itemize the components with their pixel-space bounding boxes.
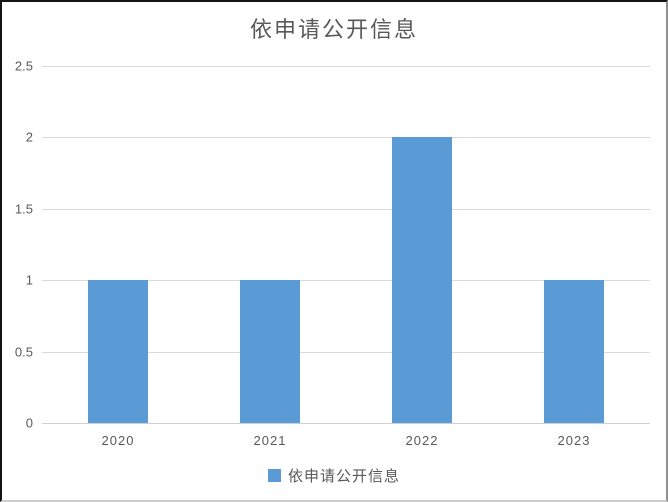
bar-2023	[544, 280, 604, 423]
legend-label: 依申请公开信息	[287, 468, 400, 485]
gridline	[42, 208, 650, 210]
gridline	[42, 280, 650, 282]
x-axis-label-2023: 2023	[557, 433, 591, 448]
x-axis-label-2020: 2020	[101, 433, 135, 448]
gridline	[42, 66, 650, 67]
legend-swatch-icon	[267, 469, 281, 482]
x-axis-label-2022: 2022	[405, 433, 439, 448]
y-axis-tick-label: 1.5	[14, 201, 33, 217]
legend: 依申请公开信息	[2, 465, 666, 486]
y-axis-tick-label: 2.5	[14, 58, 33, 74]
bar-2021	[240, 280, 300, 423]
y-axis-tick-label: 2	[25, 129, 33, 145]
bar-2022	[392, 137, 452, 423]
x-axis-line	[42, 423, 650, 424]
y-axis-tick-label: 0.5	[14, 344, 33, 360]
plot-area: 0 0.5 1 1.5 2 2.5 2020 2021 2022 2023	[15, 59, 650, 448]
chart-title: 依申请公开信息	[249, 17, 418, 42]
y-axis-tick-label: 1	[25, 272, 33, 288]
gridline	[42, 351, 650, 353]
bar-2020	[88, 280, 148, 423]
x-axis-label-2021: 2021	[253, 433, 287, 448]
gridline	[42, 137, 650, 139]
y-axis-tick-label: 0	[25, 415, 33, 431]
